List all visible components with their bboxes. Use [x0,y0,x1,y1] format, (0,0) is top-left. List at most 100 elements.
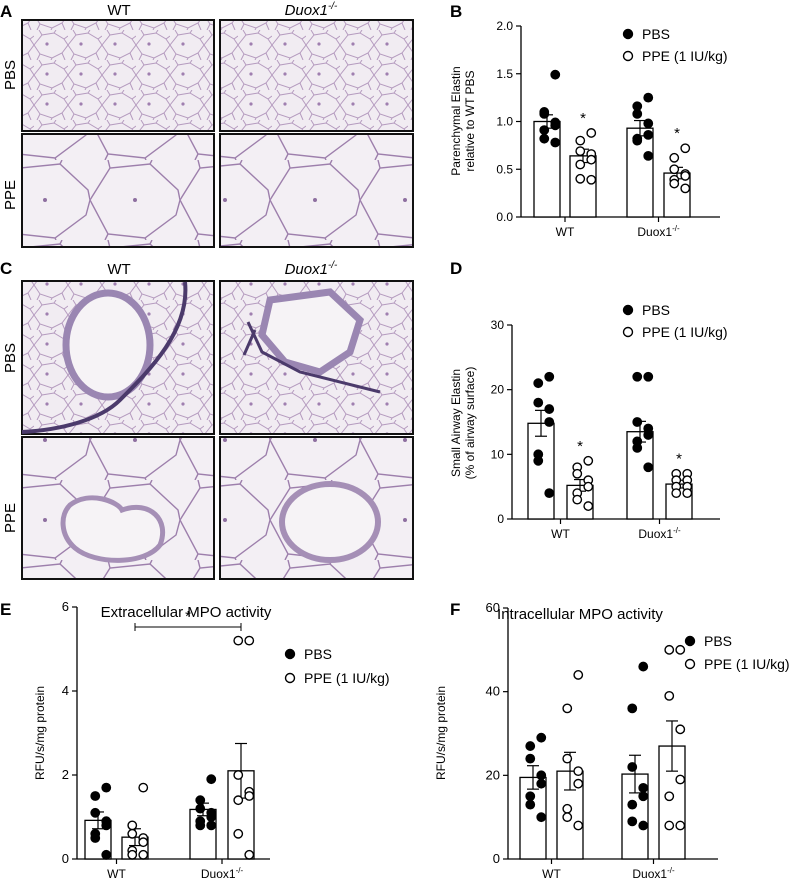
panel-c-col-wt: WT [107,261,130,278]
data-point [682,488,693,499]
y-tick-label: 0.5 [496,162,513,176]
data-point [536,770,547,781]
x-tick-label-main: WT [542,867,561,881]
panel-c-row-ppe: PPE [2,503,19,533]
data-point [643,462,654,473]
y-tick-label: 0 [493,851,500,866]
data-point [643,150,654,161]
y-tick-label: 20 [491,383,505,397]
significance-star: * [580,110,586,127]
micrograph-a-wt-ppe [21,133,215,248]
data-point [680,171,691,181]
micrograph-c-duox1-pbs-vessel [242,321,381,394]
panel-c-letter: C [0,259,12,278]
data-point [586,154,597,165]
data-point [627,762,638,772]
data-point [206,820,217,831]
data-point [206,812,217,822]
data-point [575,135,586,146]
panel-c: C WT Duox1-/- PBS PPE [0,259,414,580]
data-point [675,774,686,785]
panel-letter-e: E [0,600,11,619]
data-point [572,468,583,479]
y-tick-label: 10 [491,447,505,461]
panel-c-col-duox1-main: Duox1 [285,261,328,278]
data-point [90,807,101,818]
x-tick-label-sup: -/- [672,224,680,233]
data-point [550,69,561,80]
panel-a-col-duox1: Duox1-/- [285,1,338,19]
chart-b: B Parenchymal Elastinrelative to WT PBS 0.… [449,2,728,239]
legend-label-pbs: PBS [304,646,332,662]
data-point [233,770,244,780]
data-point [536,732,547,743]
data-point [233,795,244,806]
chart-title: Extracellular MPO activity [101,604,272,621]
data-point [627,816,638,827]
data-point [206,774,217,785]
data-point [643,129,654,140]
data-point [573,778,584,789]
data-point [90,833,101,843]
y-axis-label: Small Airway Elastin(% of airway surface… [449,367,477,480]
micrograph-c-wt-pbs-airway [62,289,154,401]
data-point [638,791,649,802]
data-point [244,791,255,801]
y-tick-label: 4 [62,683,69,698]
data-point [244,849,255,860]
data-point [525,791,536,802]
data-point [643,430,654,440]
data-point [632,442,643,453]
data-point [544,404,555,414]
y-tick-label: 20 [486,767,500,782]
legend-marker-ppe [684,658,696,670]
x-tick-label-main: WT [556,225,575,239]
x-tick-label-sup: -/- [667,866,675,875]
data-point [664,644,675,655]
legend-label-ppe: PPE (1 IU/kg) [304,670,390,686]
data-point [586,174,597,185]
data-point [680,143,691,154]
significance-star: * [185,608,191,625]
data-point [101,820,112,831]
data-point [643,118,654,129]
data-point [575,173,586,184]
data-point [525,799,536,810]
panel-a-letter: A [0,2,12,21]
legend-marker-pbs [284,648,296,660]
micrograph-c-wt-ppe-airway [60,495,166,563]
y-axis-label: RFU/s/mg protein [434,686,448,780]
data-point [632,417,643,427]
data-point [669,152,680,163]
data-point [539,133,550,144]
data-point [664,820,675,831]
micrograph-c-duox1-pbs-airway [258,288,364,376]
data-point [562,812,573,823]
y-tick-label: 30 [491,318,505,332]
data-point [664,791,675,802]
y-axis-label-line: relative to WT PBS [463,70,477,171]
y-axis-label-line: Small Airway Elastin [449,369,463,477]
data-point [562,753,573,764]
data-point [544,488,555,499]
data-point [195,820,206,831]
data-point [632,108,643,119]
data-point [539,125,550,135]
y-tick-label: 2 [62,767,69,782]
panel-c-col-duox1: Duox1-/- [285,260,338,278]
y-tick-label: 1.0 [496,115,513,129]
y-tick-label: 40 [486,684,500,699]
data-point [583,481,594,492]
y-axis-label: RFU/s/mg protein [33,686,47,780]
data-point [127,849,138,860]
data-point [671,488,682,499]
data-point [138,782,149,793]
data-point [195,803,206,814]
x-tick-label-main: Duox1 [637,225,672,239]
data-point [127,828,138,839]
panel-a: A WT Duox1-/- PBS PPE [0,1,414,248]
legend-label-pbs: PBS [642,26,670,42]
y-tick-label: 0 [497,512,504,526]
y-tick-label: 1.5 [496,67,513,81]
panel-c-col-duox1-sup: -/- [328,260,338,271]
